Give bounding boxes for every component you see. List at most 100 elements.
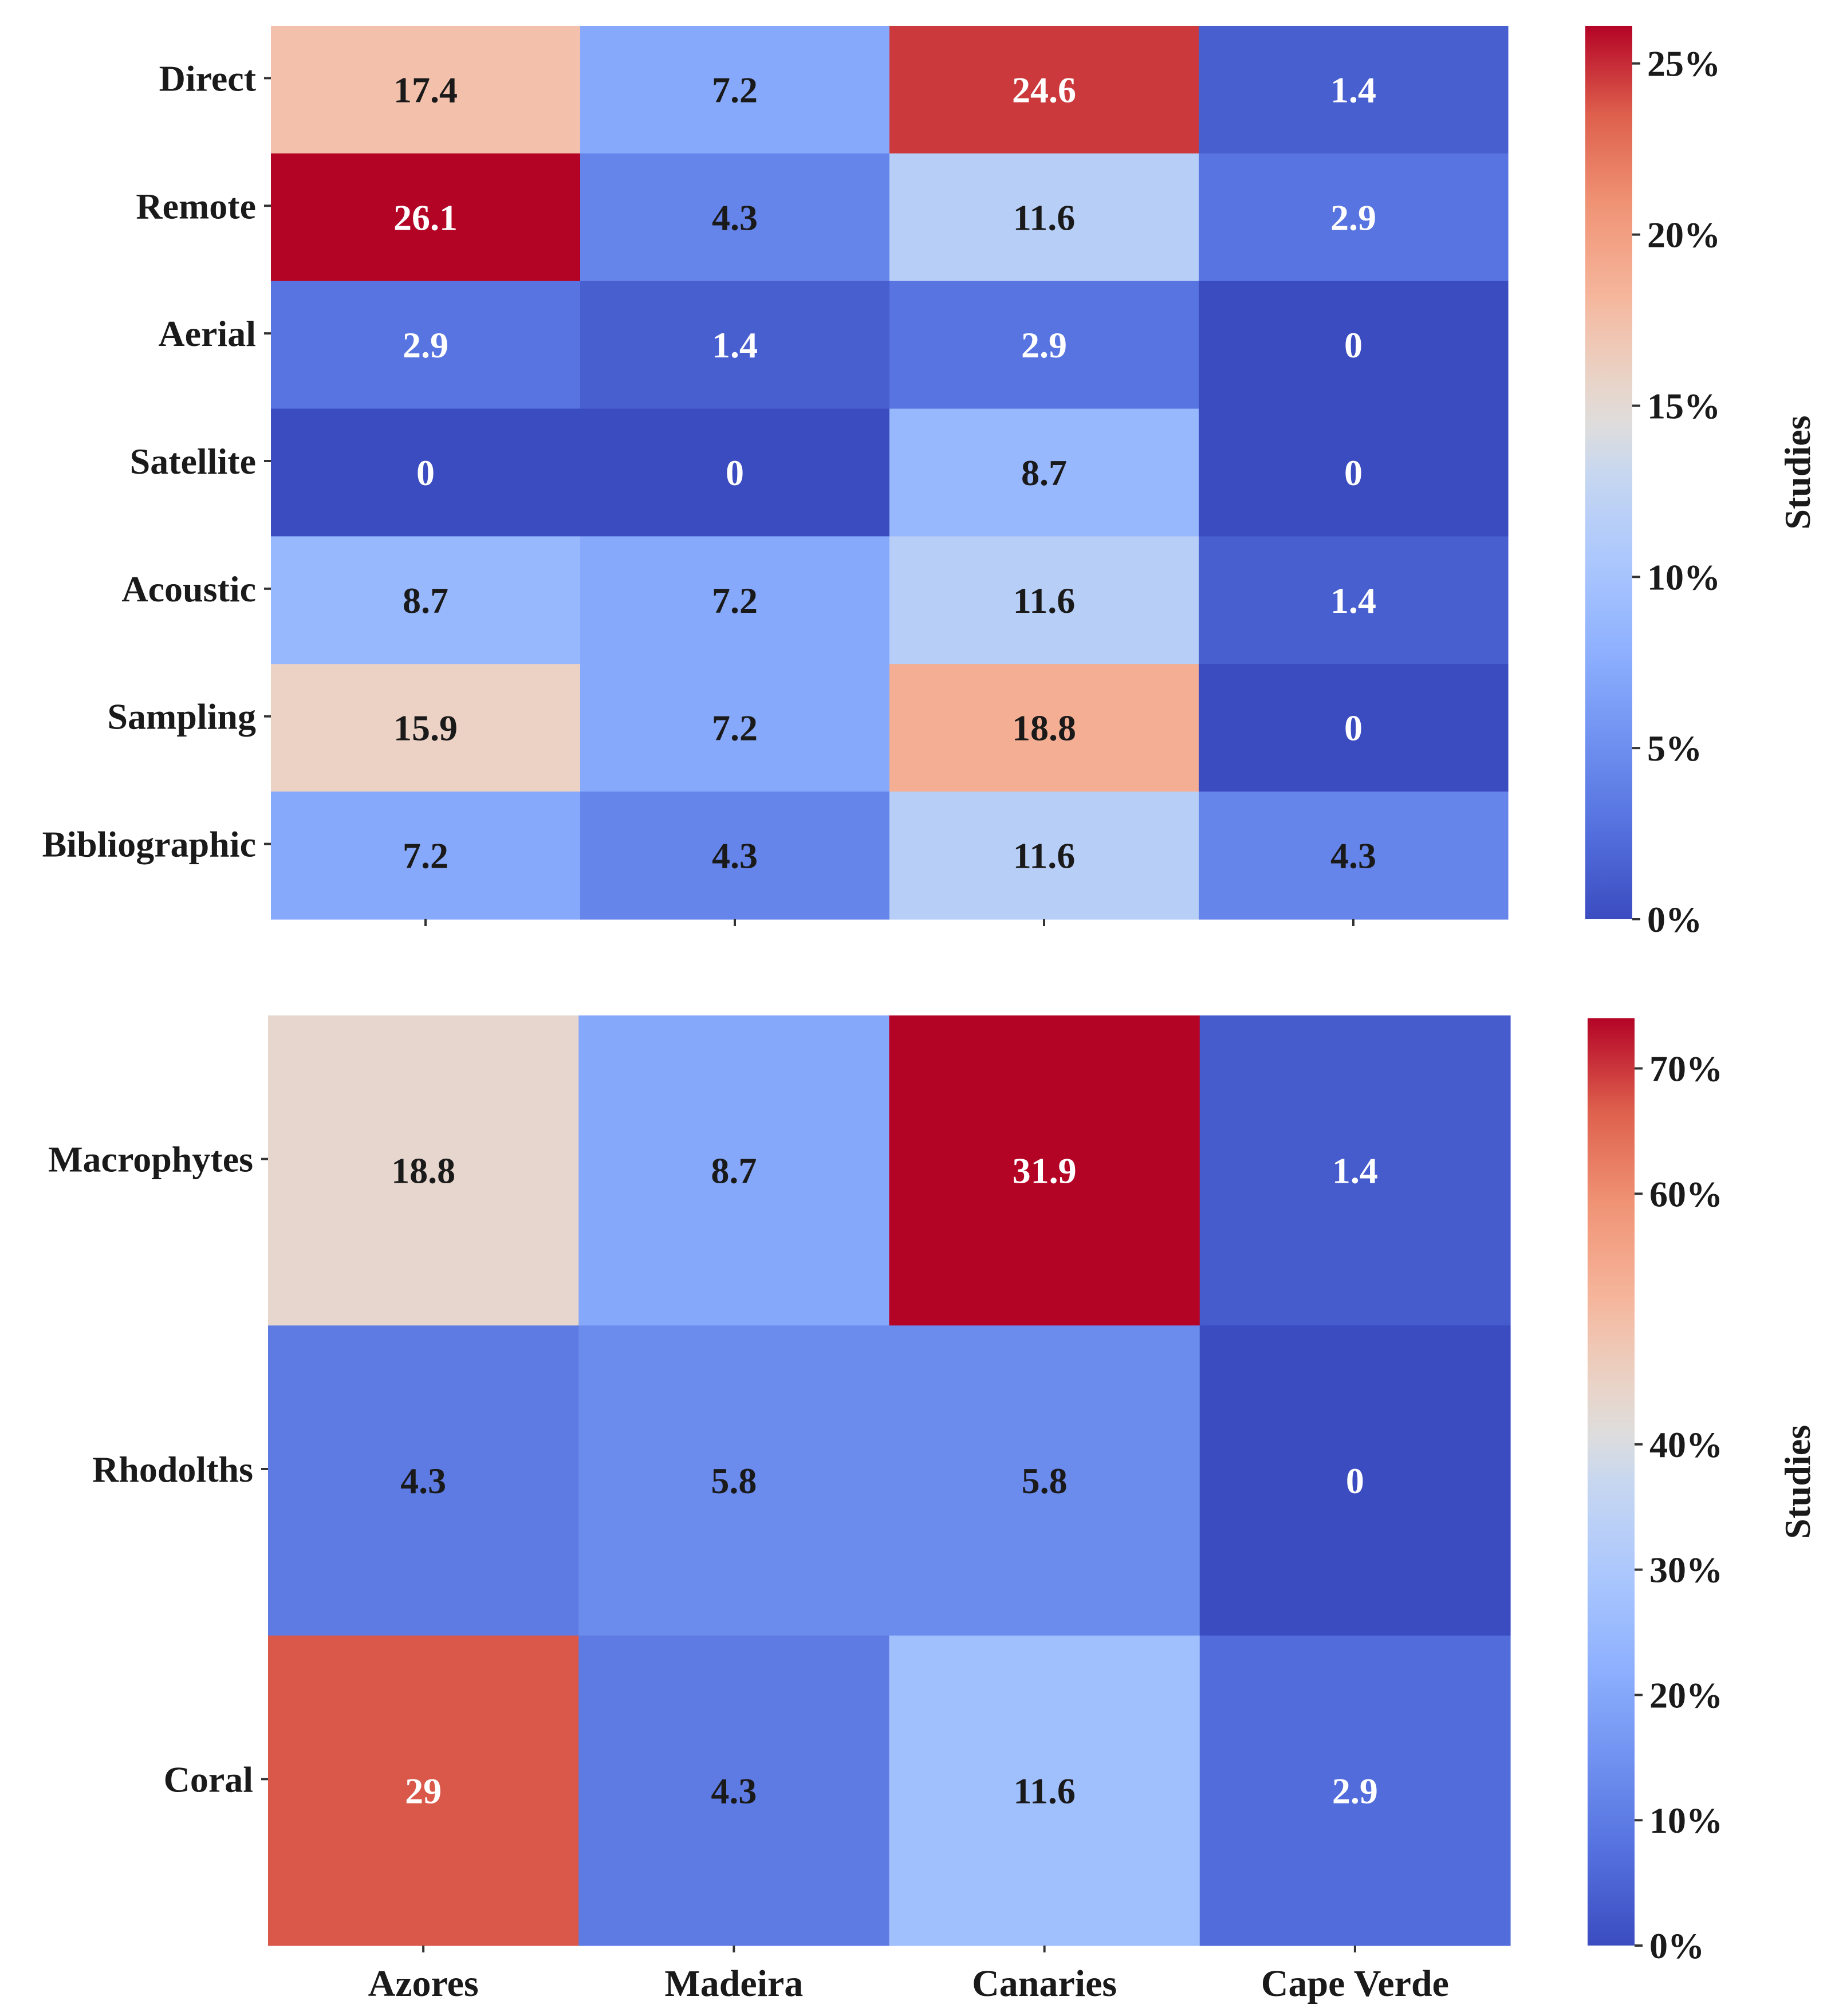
- heatmap-cell: [580, 792, 890, 920]
- heatmap-cell: [889, 792, 1199, 920]
- colorbar-tick-label: 0%: [1649, 1926, 1704, 1966]
- heatmap-cell: [271, 792, 581, 920]
- cell-value-label: 4.3: [712, 197, 758, 238]
- cell-value-label: 11.6: [1013, 197, 1075, 238]
- y-tick-label: Rhodolths: [92, 1449, 253, 1490]
- heatmap-cell: [1199, 536, 1509, 664]
- cell-value-label: 0: [1346, 1460, 1364, 1501]
- heatmap-cell: [889, 26, 1199, 154]
- cell-value-label: 31.9: [1013, 1151, 1077, 1191]
- heatmap-cell: [889, 664, 1199, 792]
- heatmap-cell: [271, 153, 581, 282]
- colorbar-tick-label: 70%: [1649, 1049, 1723, 1089]
- heatmap-cell: [1199, 1635, 1511, 1946]
- heatmap-cell: [578, 1635, 890, 1946]
- colorbar-tick-label: 10%: [1649, 1800, 1723, 1841]
- colorbar-label: Studies: [1777, 415, 1818, 529]
- heatmap-cell: [271, 26, 581, 154]
- x-tick-label: Canaries: [972, 1963, 1117, 2005]
- heatmap-cell: [1199, 408, 1509, 537]
- cell-value-label: 29: [405, 1770, 442, 1811]
- colorbar: [1588, 1018, 1635, 1946]
- cell-value-label: 17.4: [393, 69, 458, 110]
- heatmap-cell: [1199, 664, 1509, 792]
- cell-value-label: 4.3: [1330, 836, 1376, 876]
- cell-value-label: 11.6: [1013, 1770, 1075, 1811]
- cell-value-label: 2.9: [1332, 1770, 1378, 1811]
- cell-value-label: 18.8: [1012, 708, 1076, 749]
- heatmap-cell: [1199, 153, 1509, 282]
- heatmap-cell: [578, 1015, 890, 1326]
- heatmap-cell: [1199, 26, 1509, 154]
- y-tick-label: Sampling: [107, 696, 256, 737]
- heatmap-cell: [889, 1325, 1200, 1636]
- heatmap-cell: [268, 1015, 579, 1326]
- heatmap-cell: [580, 153, 890, 282]
- cell-value-label: 5.8: [1022, 1460, 1068, 1501]
- heatmap-cell: [1199, 1325, 1511, 1636]
- x-tick-label: Madeira: [664, 1963, 803, 2005]
- cell-value-label: 2.9: [1330, 197, 1376, 238]
- cell-value-label: 2.9: [1021, 325, 1067, 365]
- cell-value-label: 4.3: [712, 836, 758, 876]
- y-tick-label: Coral: [164, 1759, 253, 1800]
- heatmap-cell: [1199, 1015, 1511, 1326]
- cell-value-label: 11.6: [1013, 836, 1075, 876]
- heatmap-cell: [889, 408, 1199, 537]
- heatmap-cell: [889, 153, 1199, 282]
- heatmap-top: 17.4 7.2 24.6 1.4 26.1 4.3 11.6 2.9 2.9 1.4 2.9 0 0 0…: [42, 26, 1818, 940]
- colorbar-tick-label: 60%: [1649, 1174, 1723, 1214]
- heatmap-cell: [580, 536, 890, 664]
- heatmap-cell: [271, 408, 581, 537]
- cell-value-label: 7.2: [712, 580, 758, 621]
- cell-value-label: 24.6: [1012, 69, 1076, 110]
- heatmap-cell: [268, 1635, 579, 1946]
- heatmap-cell: [889, 1015, 1200, 1326]
- heatmap-cell: [889, 281, 1199, 410]
- heatmap-cell: [1199, 792, 1509, 920]
- colorbar-tick-label: 25%: [1647, 44, 1720, 84]
- cell-value-label: 11.6: [1013, 580, 1075, 621]
- cell-value-label: 1.4: [1332, 1151, 1378, 1191]
- heatmap-cell: [268, 1325, 579, 1636]
- x-tick-label: Cape Verde: [1261, 1963, 1449, 2005]
- cell-value-label: 8.7: [1021, 452, 1067, 493]
- heatmap-cell: [889, 1635, 1200, 1946]
- cell-value-label: 0: [1344, 325, 1363, 365]
- cell-value-label: 4.3: [400, 1460, 446, 1501]
- cell-value-label: 5.8: [711, 1460, 757, 1501]
- heatmap-cell: [580, 26, 890, 154]
- heatmap-cell: [580, 281, 890, 410]
- cell-value-label: 18.8: [391, 1151, 455, 1191]
- cell-value-label: 7.2: [712, 708, 758, 749]
- heatmap-cell: [889, 536, 1199, 664]
- cell-value-label: 1.4: [712, 325, 758, 365]
- heatmap-cell: [578, 1325, 890, 1636]
- cell-value-label: 0: [1344, 452, 1363, 493]
- colorbar-tick-label: 5%: [1647, 728, 1702, 769]
- cell-value-label: 2.9: [403, 325, 448, 365]
- y-tick-label: Satellite: [130, 441, 256, 482]
- heatmap-cell: [580, 408, 890, 537]
- heatmap-cell: [1199, 281, 1509, 410]
- colorbar-tick-label: 15%: [1647, 385, 1720, 426]
- y-tick-label: Direct: [159, 58, 257, 99]
- cell-value-label: 26.1: [393, 197, 458, 238]
- heatmap-cell: [271, 536, 581, 664]
- cell-value-label: 0: [1344, 708, 1363, 749]
- heatmap-cell: [271, 664, 581, 792]
- heatmap-bottom: 18.8 8.7 31.9 1.4 4.3 5.8 5.8 0 29 4.3 11.6 2.9 Macr…: [48, 1015, 1818, 2005]
- colorbar-tick-label: 0%: [1647, 899, 1702, 940]
- heatmap-cell: [271, 281, 581, 410]
- cell-value-label: 8.7: [403, 580, 448, 621]
- cell-value-label: 0: [726, 452, 744, 493]
- y-tick-label: Aerial: [158, 313, 256, 354]
- cell-value-label: 8.7: [711, 1151, 757, 1191]
- y-tick-label: Remote: [136, 186, 256, 226]
- cell-value-label: 15.9: [393, 708, 458, 749]
- x-tick-label: Azores: [368, 1963, 479, 2005]
- colorbar-tick-label: 30%: [1649, 1550, 1723, 1590]
- colorbar-tick-label: 40%: [1649, 1424, 1723, 1465]
- cell-value-label: 7.2: [712, 69, 758, 110]
